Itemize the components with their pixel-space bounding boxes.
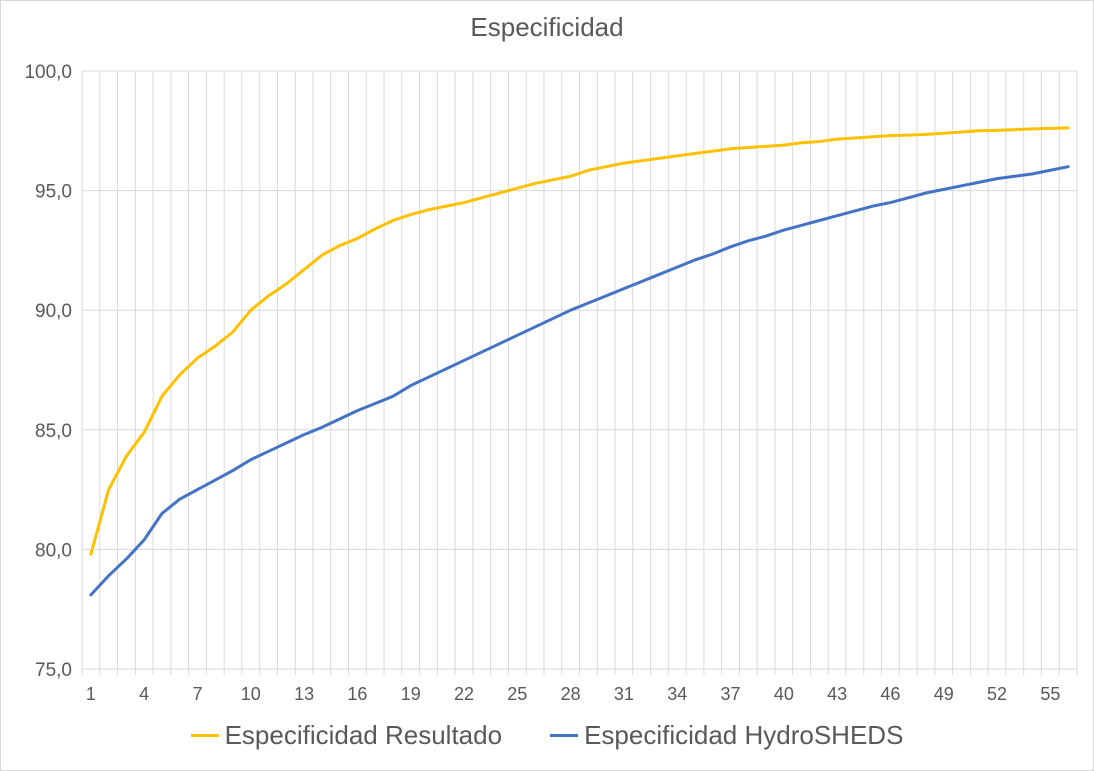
series-line-resultado: [89, 126, 1070, 556]
series-line-hydrosheds: [89, 165, 1070, 597]
y-tick-label: 100,0: [24, 62, 72, 83]
x-tick-label: 40: [774, 684, 794, 704]
x-tick-label: 31: [614, 684, 634, 704]
legend-label-resultado: Especificidad Resultado: [224, 720, 503, 750]
y-tick-label: 85,0: [35, 421, 72, 442]
x-tick-label: 55: [1040, 684, 1060, 704]
x-tick-label: 22: [454, 684, 474, 704]
x-tick-label: 10: [241, 684, 261, 704]
y-tick-label: 90,0: [35, 301, 72, 322]
x-tick-label: 16: [347, 684, 367, 704]
x-tick-label: 1: [86, 684, 96, 704]
x-tick-label: 19: [401, 684, 421, 704]
x-tick-label: 46: [880, 684, 900, 704]
legend-label-hydrosheds: Especificidad HydroSHEDS: [584, 720, 904, 750]
legend-item-hydrosheds: Especificidad HydroSHEDS: [550, 720, 903, 751]
x-tick-label: 7: [192, 684, 202, 704]
x-tick-label: 34: [667, 684, 687, 704]
x-tick-label: 52: [987, 684, 1007, 704]
x-tick-label: 4: [139, 684, 149, 704]
x-tick-label: 13: [294, 684, 314, 704]
x-tick-label: 37: [721, 684, 741, 704]
x-tick-label: 25: [507, 684, 527, 704]
x-tick-label: 49: [934, 684, 954, 704]
chart-legend: Especificidad Resultado Especificidad Hy…: [0, 720, 1094, 751]
legend-swatch-hydrosheds: [550, 734, 579, 737]
x-tick-label: 28: [561, 684, 581, 704]
y-tick-label: 75,0: [35, 660, 72, 681]
legend-item-resultado: Especificidad Resultado: [190, 720, 503, 751]
x-tick-label: 43: [827, 684, 847, 704]
y-tick-label: 80,0: [35, 540, 72, 561]
chart-title: Especificidad: [470, 12, 624, 42]
y-tick-label: 95,0: [35, 182, 72, 203]
legend-swatch-resultado: [190, 734, 219, 737]
